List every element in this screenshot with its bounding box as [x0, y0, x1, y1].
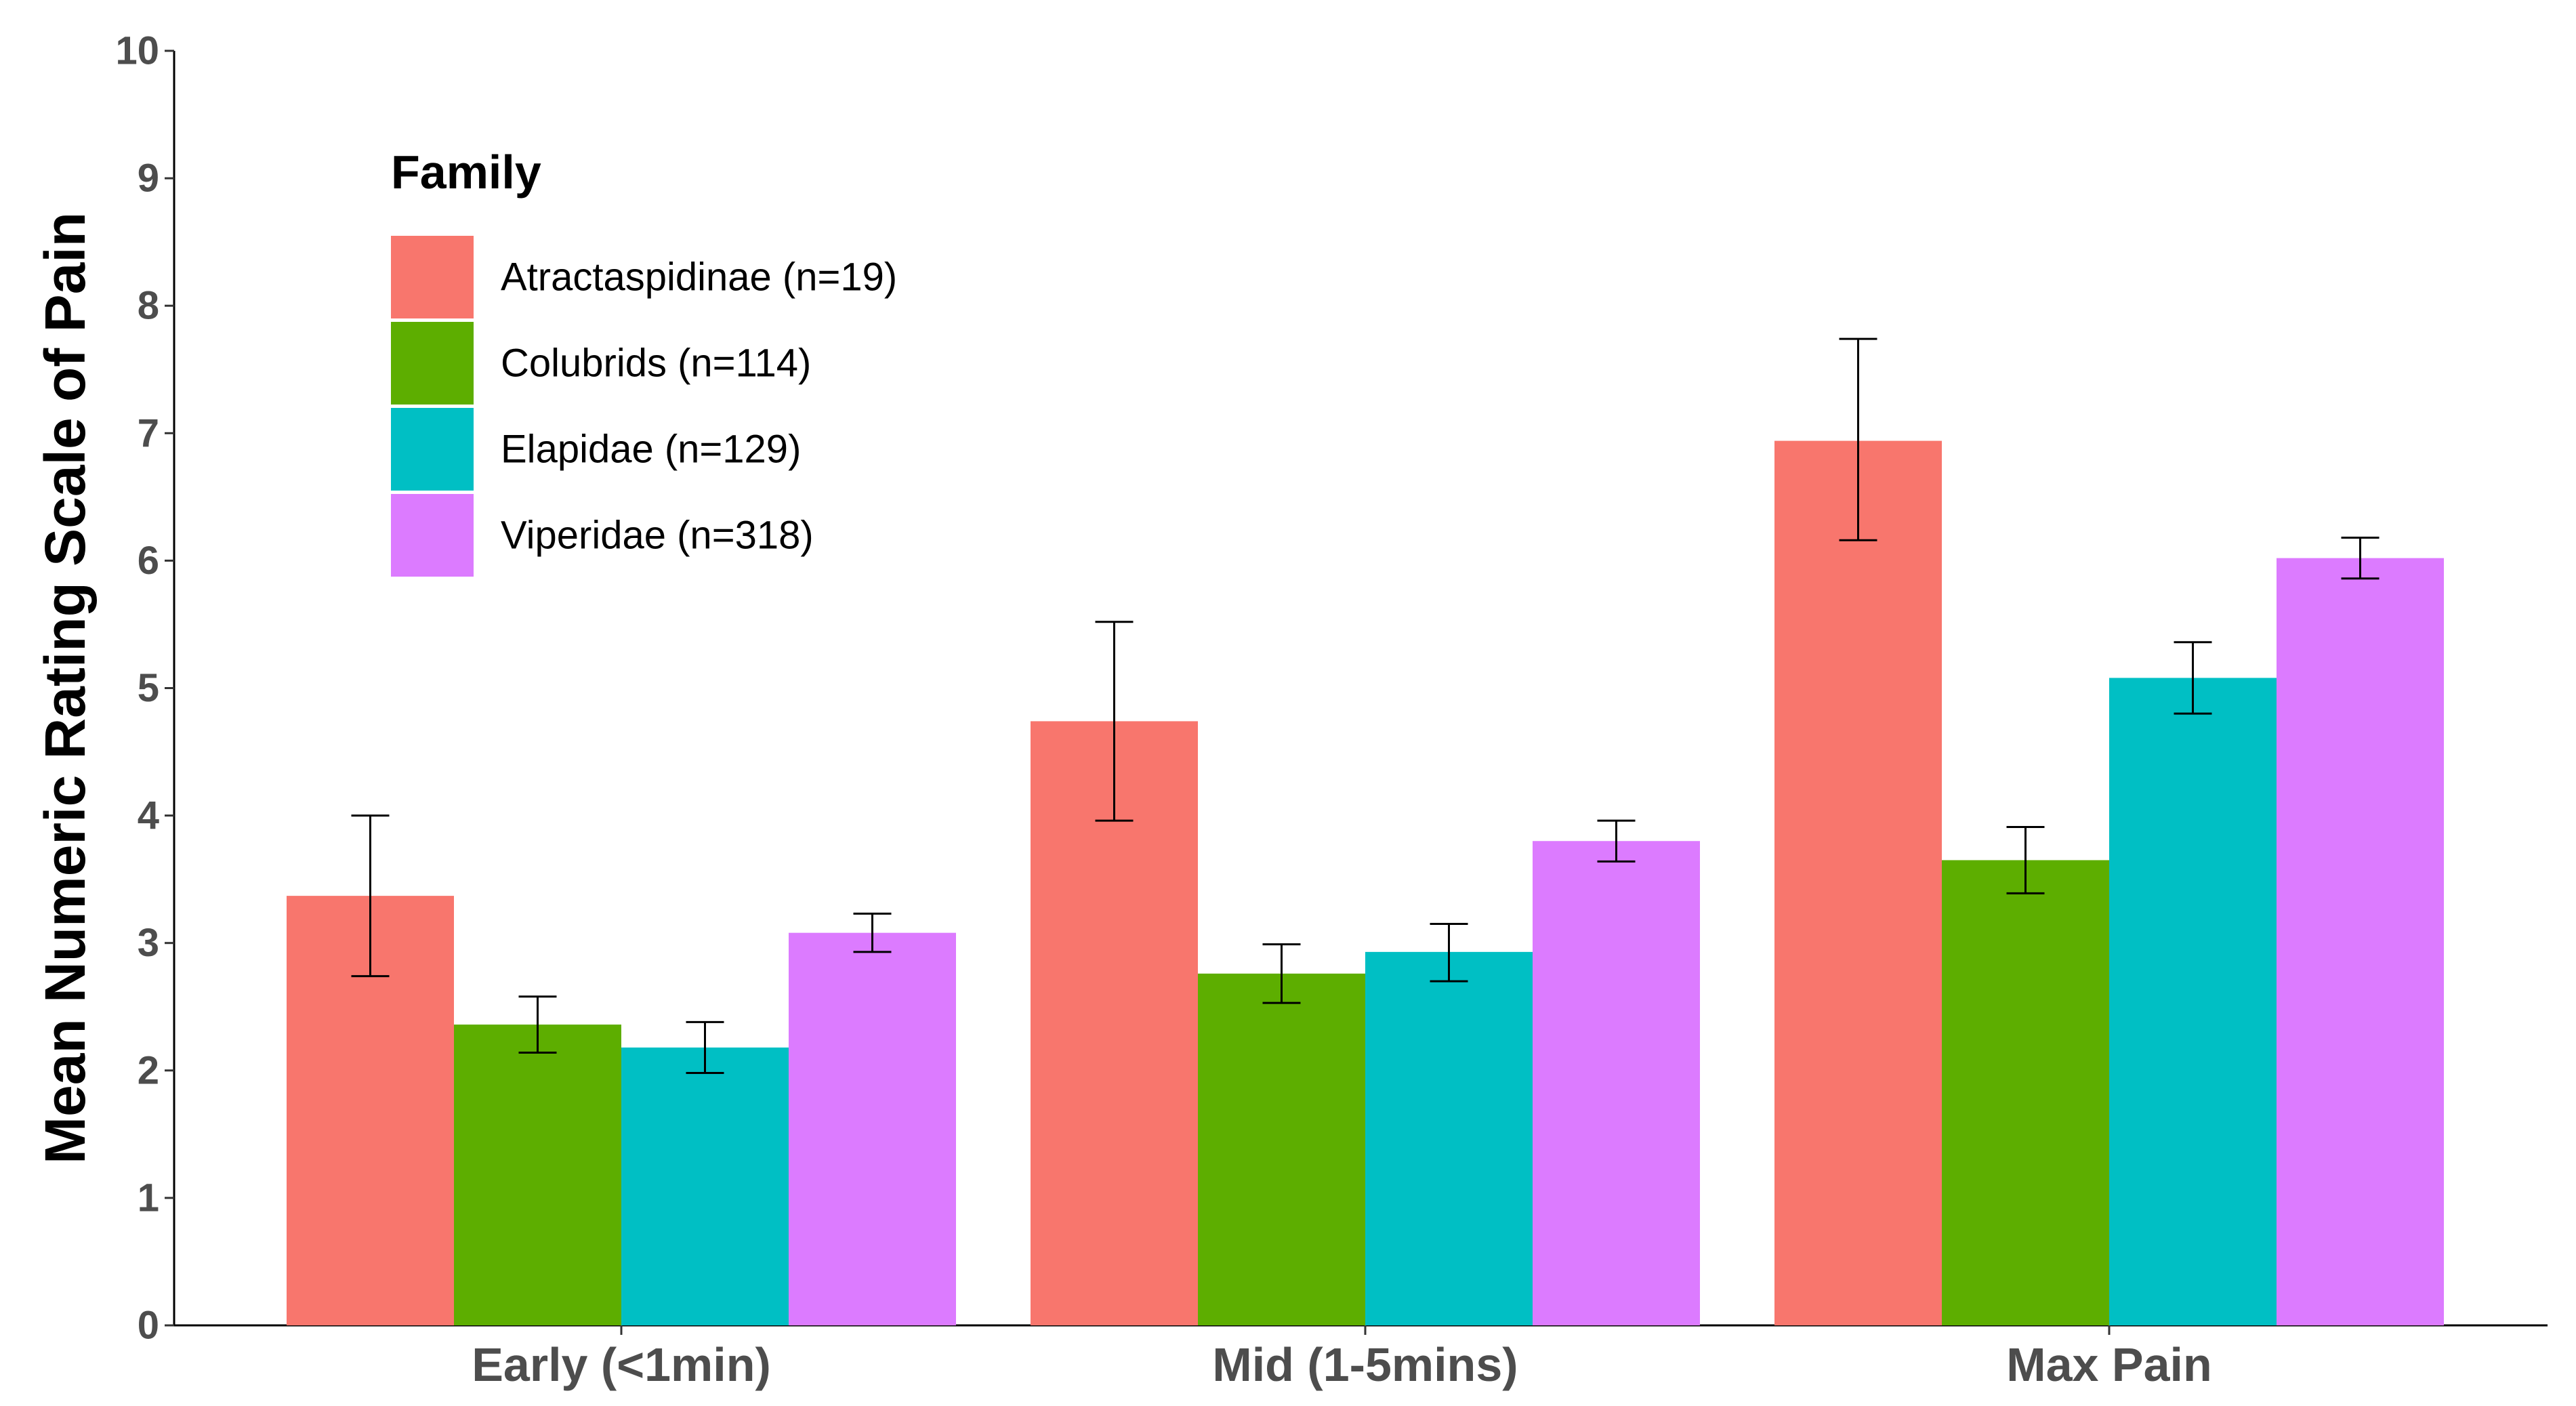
- y-tick-label: 10: [115, 29, 159, 73]
- y-tick-label: 0: [138, 1304, 159, 1348]
- legend-item: Atractaspidinae (n=19): [391, 236, 897, 318]
- bar-2-3: [2277, 558, 2444, 1326]
- y-tick-label: 7: [138, 411, 159, 455]
- bar-2-1: [1942, 860, 2109, 1325]
- y-tick-label: 3: [138, 921, 159, 965]
- x-tick-label: Mid (1-5mins): [1212, 1338, 1518, 1391]
- x-tick-label: Early (<1min): [472, 1338, 771, 1391]
- error-bar-2-0: [1839, 337, 1877, 541]
- chart-error-bars: [351, 337, 2380, 1075]
- error-bar-2-2: [2174, 641, 2212, 715]
- error-bar-1-2: [1430, 922, 1468, 983]
- chart-bars: [287, 440, 2444, 1326]
- error-bar-1-1: [1262, 943, 1301, 1004]
- y-tick-label: 1: [138, 1176, 159, 1220]
- legend-label: Elapidae (n=129): [501, 428, 801, 472]
- legend-swatch: [391, 236, 474, 318]
- chart-labels: Mean Numeric Rating Scale of Pain Early (…: [33, 212, 2212, 1391]
- y-tick-label: 2: [138, 1048, 159, 1092]
- error-bar-0-1: [518, 995, 557, 1054]
- bar-1-3: [1533, 841, 1700, 1325]
- error-bar-2-3: [2341, 537, 2380, 580]
- bar-2-0: [1774, 440, 1942, 1326]
- y-tick-label: 6: [138, 539, 159, 583]
- y-tick-label: 8: [138, 284, 159, 328]
- y-tick-label: 5: [138, 666, 159, 710]
- error-bar-1-3: [1597, 819, 1636, 863]
- y-axis-label: Mean Numeric Rating Scale of Pain: [33, 212, 97, 1164]
- legend-item: Colubrids (n=114): [391, 322, 811, 405]
- legend-item: Viperidae (n=318): [391, 494, 814, 577]
- error-bar-1-0: [1095, 621, 1134, 822]
- legend-title: Family: [391, 146, 541, 199]
- legend-swatch: [391, 408, 474, 491]
- bar-1-1: [1198, 973, 1365, 1325]
- bar-2-2: [2109, 678, 2277, 1325]
- legend-swatch: [391, 494, 474, 577]
- legend-label: Viperidae (n=318): [501, 514, 814, 558]
- error-bar-0-0: [351, 814, 390, 978]
- legend-label: Colubrids (n=114): [501, 342, 811, 386]
- legend-label: Atractaspidinae (n=19): [501, 255, 897, 299]
- y-tick-label: 9: [138, 157, 159, 201]
- bar-0-2: [621, 1047, 789, 1325]
- x-tick-label: Max Pain: [2006, 1338, 2211, 1391]
- bar-0-1: [454, 1025, 621, 1325]
- legend-item: Elapidae (n=129): [391, 408, 801, 491]
- bar-0-3: [789, 932, 956, 1325]
- chart-legend: Family Atractaspidinae (n=19) Colubrids (n…: [391, 146, 897, 577]
- bar-1-0: [1031, 721, 1198, 1325]
- error-bar-0-3: [853, 912, 892, 953]
- bar-1-2: [1365, 951, 1533, 1325]
- legend-swatch: [391, 322, 474, 405]
- error-bar-0-2: [686, 1020, 724, 1075]
- y-tick-label: 4: [138, 793, 159, 838]
- error-bar-2-1: [2006, 826, 2045, 894]
